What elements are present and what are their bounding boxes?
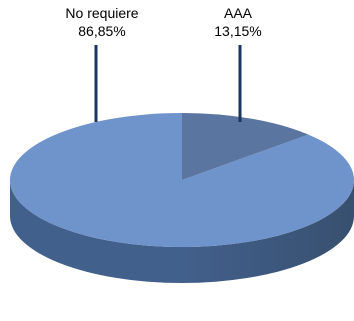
leader-lines <box>94 45 242 122</box>
slice-no-requiere-side <box>10 180 354 283</box>
label-no-requiere-value: 86,85% <box>78 23 125 39</box>
pie-side-group <box>10 180 354 283</box>
slice-aaa <box>182 113 309 180</box>
slice-no-requiere <box>10 113 354 247</box>
label-aaa-value: 13,15% <box>214 23 261 39</box>
pie-top-group <box>10 113 354 247</box>
label-aaa-name: AAA <box>224 5 253 21</box>
data-labels: No requiere 86,85% AAA 13,15% <box>65 5 261 39</box>
label-no-requiere-name: No requiere <box>65 5 138 21</box>
